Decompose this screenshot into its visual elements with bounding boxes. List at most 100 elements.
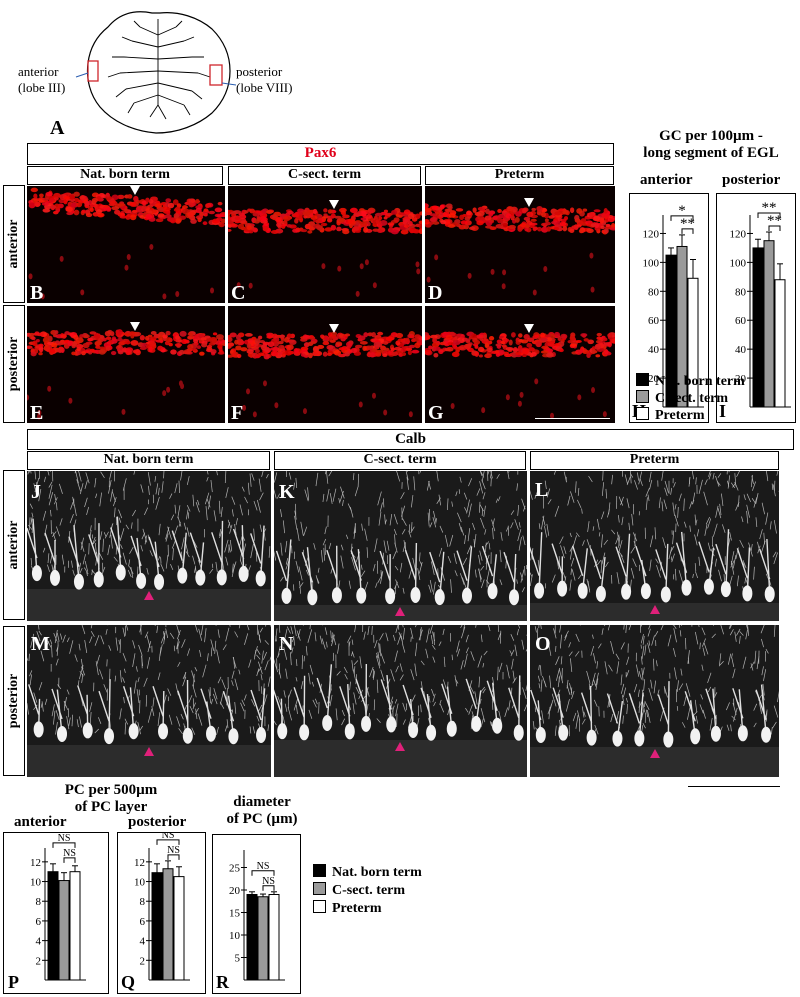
panel-label-m: M <box>31 633 50 655</box>
y-tick-label: 100 <box>730 257 747 269</box>
pax6-header: Pax6 <box>27 143 614 165</box>
y-tick-label: 8 <box>140 896 146 908</box>
panel-label-k: K <box>279 481 295 503</box>
calb-image-o <box>530 625 779 777</box>
arrowhead-icon <box>328 324 339 333</box>
y-tick-label: 5 <box>235 953 241 965</box>
pc-sub-anterior: anterior <box>14 814 67 830</box>
error-bar <box>679 234 685 247</box>
pax6-micrograph <box>27 186 225 303</box>
error-bar <box>61 872 67 881</box>
y-tick-label: 120 <box>730 228 747 240</box>
error-bar <box>165 860 171 869</box>
pc-chart-title: PC per 500µm of PC layer <box>56 782 166 816</box>
significance-label: ** <box>680 216 695 232</box>
legend2-swatch-white <box>313 900 326 913</box>
legend-swatch-gray <box>636 390 649 403</box>
y-tick-label: 100 <box>643 257 660 269</box>
gc-title-line2: long segment of EGL <box>643 145 779 161</box>
gc-sub-posterior: posterior <box>722 172 781 188</box>
y-tick-label: 4 <box>36 936 42 948</box>
pax6-micrograph <box>425 306 615 423</box>
significance-label: NS <box>63 848 76 859</box>
y-tick-label: 6 <box>36 916 42 928</box>
pax6-micrograph <box>228 306 422 423</box>
chart-q: 2 4 6 8 10 12 NS NS <box>134 832 190 981</box>
y-tick-label: 20 <box>735 373 747 385</box>
legend2-item-csect: C-sect. term <box>313 882 405 899</box>
bar <box>173 876 185 981</box>
calb-row-posterior: posterior <box>3 626 25 776</box>
chart-p: 2 4 6 8 10 12 NS NS <box>30 833 86 981</box>
calb-micrograph <box>274 625 527 777</box>
significance-bracket: NS <box>251 861 275 876</box>
significance-label: * <box>678 203 686 219</box>
calb-col-csect: C-sect. term <box>274 451 526 470</box>
legend-swatch-black <box>636 373 649 386</box>
legend2-swatch-black <box>313 864 326 877</box>
calb-col-preterm: Preterm <box>530 451 779 470</box>
panel-label-c: C <box>231 282 246 304</box>
y-tick-label: 20 <box>648 373 660 385</box>
arrowhead-icon <box>129 322 140 331</box>
panel-label-n: N <box>279 633 294 655</box>
arrowhead-icon <box>144 591 155 600</box>
y-tick-label: 60 <box>735 315 747 327</box>
pax6-col-nat: Nat. born term <box>27 166 223 185</box>
diam-title-line2: of PC (µm) <box>226 811 298 827</box>
pax6-image-f <box>228 306 422 423</box>
panel-label-j: J <box>31 481 41 503</box>
significance-label: ** <box>762 200 777 216</box>
panel-label-p: P <box>8 972 19 992</box>
error-bar <box>755 238 761 248</box>
pax6-image-c <box>228 186 422 303</box>
bar <box>257 896 269 981</box>
y-tick-label: 10 <box>229 930 241 942</box>
error-bar <box>176 866 182 877</box>
calb-image-l <box>530 471 779 621</box>
pax6-row-posterior: posterior <box>3 305 25 423</box>
significance-bracket: ** <box>767 213 782 232</box>
bar <box>268 894 280 981</box>
y-tick-label: 10 <box>30 877 42 889</box>
legend2-item-preterm: Preterm <box>313 900 381 917</box>
significance-bracket: NS <box>63 848 76 863</box>
y-tick-label: 15 <box>229 908 241 920</box>
error-bar <box>50 863 56 872</box>
pax6-micrograph <box>425 186 615 303</box>
legend-item-nat: Nat. born term <box>636 373 745 390</box>
y-axis: 20 40 60 80 100 120 <box>643 215 704 408</box>
error-bar <box>766 231 772 241</box>
lobe-viii-text: (lobe VIII) <box>236 80 293 95</box>
panel-label-g: G <box>428 402 444 424</box>
calb-image-j <box>27 471 271 621</box>
significance-bracket: NS <box>156 832 180 845</box>
calb-header: Calb <box>27 429 794 450</box>
significance-bracket: NS <box>167 845 180 860</box>
bar <box>752 247 764 408</box>
calb-micrograph <box>530 471 779 621</box>
label-anterior-lobe: anterior (lobe III) <box>18 64 65 96</box>
panel-label-b: B <box>30 282 44 304</box>
pax6-micrograph <box>228 186 422 303</box>
pax6-col-csect: C-sect. term <box>228 166 421 185</box>
y-tick-label: 8 <box>36 896 42 908</box>
gc-sub-anterior: anterior <box>640 172 693 188</box>
error-bar <box>154 863 160 873</box>
y-axis: 5 10 15 20 25 <box>229 850 285 981</box>
gc-chart-title: GC per 100µm - long segment of EGL <box>636 128 786 162</box>
y-tick-label: 80 <box>648 286 660 298</box>
bar <box>151 872 163 981</box>
significance-label: NS <box>162 832 175 841</box>
y-tick-label: 25 <box>229 863 241 875</box>
anterior-box <box>87 60 99 82</box>
posterior-box <box>209 64 223 86</box>
pax6-col-preterm: Preterm <box>425 166 614 185</box>
arrowhead-icon <box>523 198 534 207</box>
gc-title-line1: GC per 100µm - <box>659 128 763 144</box>
bar <box>47 871 59 981</box>
pax6-row-anterior: anterior <box>3 185 25 303</box>
scale-bar-pax6 <box>535 418 610 419</box>
diam-title-line1: diameter <box>233 794 291 810</box>
y-tick-label: 40 <box>648 344 660 356</box>
